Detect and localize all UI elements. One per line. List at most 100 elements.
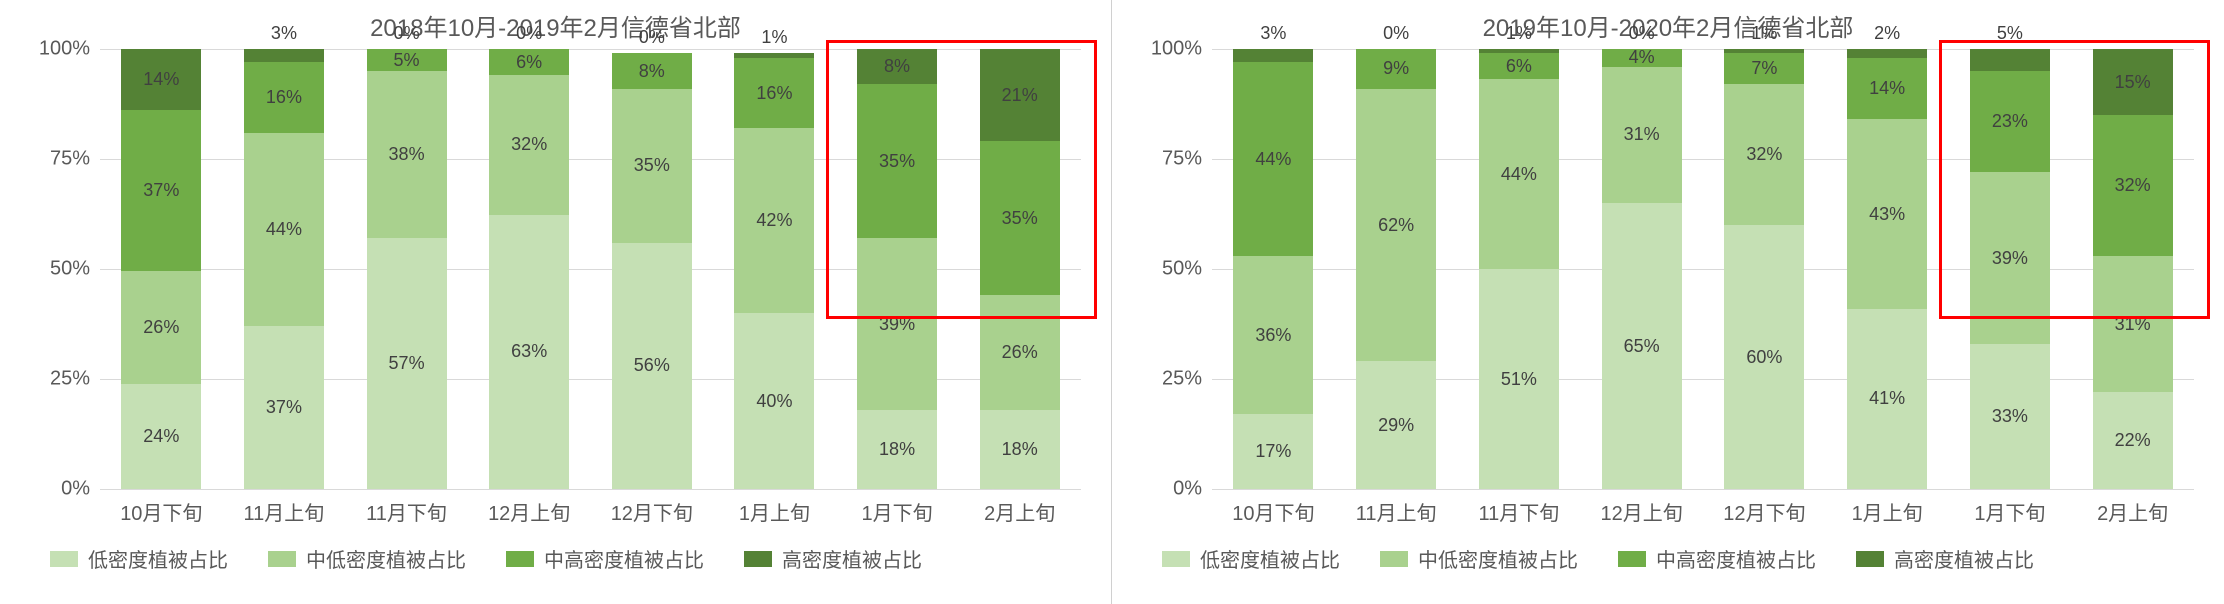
stacked-bar: 41%43%14%2% bbox=[1847, 49, 1927, 489]
segment-value-label: 0% bbox=[1383, 23, 1409, 44]
bars-container: 24%26%37%14%37%44%16%3%57%38%5%0%63%32%6… bbox=[100, 49, 1081, 489]
legend-label: 中高密度植被占比 bbox=[544, 544, 704, 573]
segment-value-label: 0% bbox=[1629, 23, 1655, 44]
stacked-bar: 18%39%35%8% bbox=[857, 49, 937, 489]
legend-item: 中高密度植被占比 bbox=[506, 544, 704, 573]
bar-column: 37%44%16%3% bbox=[223, 49, 346, 489]
segment-value-label: 3% bbox=[1260, 23, 1286, 44]
bar-segment-low: 33% bbox=[1970, 344, 2050, 489]
legend-swatch bbox=[268, 551, 296, 567]
x-axis-label: 12月下旬 bbox=[591, 497, 714, 526]
bar-segment-high: 1% bbox=[1724, 49, 1804, 53]
bar-segment-low: 51% bbox=[1479, 269, 1559, 489]
bars-container: 17%36%44%3%29%62%9%0%51%44%6%1%65%31%4%0… bbox=[1212, 49, 2194, 489]
x-axis-label: 11月下旬 bbox=[1458, 497, 1581, 526]
stacked-bar: 18%26%35%21% bbox=[980, 49, 1060, 489]
legend-item: 高密度植被占比 bbox=[1856, 544, 2034, 573]
stacked-bar: 22%31%32%15% bbox=[2093, 49, 2173, 489]
bar-column: 18%26%35%21% bbox=[958, 49, 1081, 489]
bar-segment-high: 5% bbox=[1970, 49, 2050, 71]
legend-swatch bbox=[1380, 551, 1408, 567]
x-axis-label: 12月上旬 bbox=[1580, 497, 1703, 526]
bar-segment-midlow: 44% bbox=[244, 133, 324, 327]
bar-segment-high: 14% bbox=[121, 49, 201, 110]
bar-segment-midlow: 36% bbox=[1233, 256, 1313, 414]
segment-value-label: 0% bbox=[394, 23, 420, 44]
bar-segment-low: 18% bbox=[857, 410, 937, 489]
legend-label: 中高密度植被占比 bbox=[1656, 544, 1816, 573]
x-axis-label: 12月下旬 bbox=[1703, 497, 1826, 526]
bar-segment-low: 60% bbox=[1724, 225, 1804, 489]
grid-line bbox=[100, 489, 1081, 490]
bar-segment-midlow: 26% bbox=[980, 295, 1060, 409]
y-axis-label: 75% bbox=[1132, 148, 1202, 171]
bar-column: 17%36%44%3% bbox=[1212, 49, 1335, 489]
segment-value-label: 1% bbox=[1506, 23, 1532, 44]
legend-item: 中高密度植被占比 bbox=[1618, 544, 1816, 573]
legend-item: 低密度植被占比 bbox=[50, 544, 228, 573]
legend-swatch bbox=[50, 551, 78, 567]
bar-column: 22%31%32%15% bbox=[2071, 49, 2194, 489]
bar-segment-midlow: 26% bbox=[121, 271, 201, 384]
stacked-bar: 51%44%6%1% bbox=[1479, 49, 1559, 489]
x-axis-labels: 10月下旬11月上旬11月下旬12月上旬12月下旬1月上旬1月下旬2月上旬 bbox=[1212, 497, 2194, 526]
stacked-bar: 33%39%23%5% bbox=[1970, 49, 2050, 489]
bar-segment-low: 29% bbox=[1356, 361, 1436, 489]
x-axis-label: 2月上旬 bbox=[2071, 497, 2194, 526]
bar-segment-midhigh: 44% bbox=[1233, 62, 1313, 256]
bar-segment-midlow: 39% bbox=[857, 238, 937, 410]
chart-area: 0%25%50%75%100%24%26%37%14%37%44%16%3%57… bbox=[100, 49, 1081, 489]
legend-item: 中低密度植被占比 bbox=[268, 544, 466, 573]
x-axis-label: 12月上旬 bbox=[468, 497, 591, 526]
bar-segment-midhigh: 23% bbox=[1970, 71, 2050, 172]
bar-segment-midhigh: 7% bbox=[1724, 53, 1804, 84]
bar-segment-high: 8% bbox=[857, 49, 937, 84]
x-axis-label: 2月上旬 bbox=[958, 497, 1081, 526]
bar-segment-midhigh: 16% bbox=[244, 62, 324, 132]
legend-label: 中低密度植被占比 bbox=[306, 544, 466, 573]
bar-segment-high: 1% bbox=[1479, 49, 1559, 53]
x-axis-label: 11月上旬 bbox=[1335, 497, 1458, 526]
bar-segment-high: 15% bbox=[2093, 49, 2173, 115]
stacked-bar: 40%42%16%1% bbox=[734, 49, 814, 489]
bar-segment-midlow: 31% bbox=[1602, 67, 1682, 203]
segment-value-label: 5% bbox=[1997, 23, 2023, 44]
segment-value-label: 3% bbox=[271, 23, 297, 44]
y-axis-label: 75% bbox=[20, 148, 90, 171]
chart-title: 2018年10月-2019年2月信德省北部 bbox=[10, 8, 1101, 43]
bar-segment-midhigh: 6% bbox=[1479, 53, 1559, 79]
legend-swatch bbox=[506, 551, 534, 567]
bar-segment-midlow: 42% bbox=[734, 128, 814, 313]
legend-label: 低密度植被占比 bbox=[88, 544, 228, 573]
bar-column: 56%35%8%0% bbox=[591, 49, 714, 489]
legend-item: 高密度植被占比 bbox=[744, 544, 922, 573]
bar-segment-midlow: 38% bbox=[367, 71, 447, 238]
y-axis-label: 50% bbox=[1132, 258, 1202, 281]
bar-segment-midhigh: 6% bbox=[489, 49, 569, 75]
x-axis-label: 11月下旬 bbox=[345, 497, 468, 526]
stacked-bar: 56%35%8%0% bbox=[612, 49, 692, 489]
bar-column: 51%44%6%1% bbox=[1458, 49, 1581, 489]
x-axis-label: 11月上旬 bbox=[223, 497, 346, 526]
stacked-bar: 24%26%37%14% bbox=[121, 49, 201, 489]
legend: 低密度植被占比 中低密度植被占比 中高密度植被占比 高密度植被占比 bbox=[50, 544, 1101, 573]
x-axis-label: 1月下旬 bbox=[1949, 497, 2072, 526]
y-axis-label: 50% bbox=[20, 258, 90, 281]
segment-value-label: 0% bbox=[639, 27, 665, 48]
grid-line bbox=[1212, 489, 2194, 490]
legend-label: 中低密度植被占比 bbox=[1418, 544, 1578, 573]
bar-segment-midhigh: 32% bbox=[2093, 115, 2173, 256]
chart-area: 0%25%50%75%100%17%36%44%3%29%62%9%0%51%4… bbox=[1212, 49, 2194, 489]
stacked-bar: 37%44%16%3% bbox=[244, 49, 324, 489]
stacked-bar: 17%36%44%3% bbox=[1233, 49, 1313, 489]
bar-segment-midhigh: 14% bbox=[1847, 58, 1927, 120]
chart-panel: 2018年10月-2019年2月信德省北部0%25%50%75%100%24%2… bbox=[0, 0, 1112, 604]
legend-item: 低密度植被占比 bbox=[1162, 544, 1340, 573]
y-axis-label: 0% bbox=[20, 478, 90, 501]
legend-label: 高密度植被占比 bbox=[782, 544, 922, 573]
legend-swatch bbox=[1856, 551, 1884, 567]
bar-column: 65%31%4%0% bbox=[1580, 49, 1703, 489]
segment-value-label: 0% bbox=[516, 23, 542, 44]
bar-segment-high: 1% bbox=[734, 53, 814, 57]
bar-segment-midhigh: 35% bbox=[857, 84, 937, 238]
